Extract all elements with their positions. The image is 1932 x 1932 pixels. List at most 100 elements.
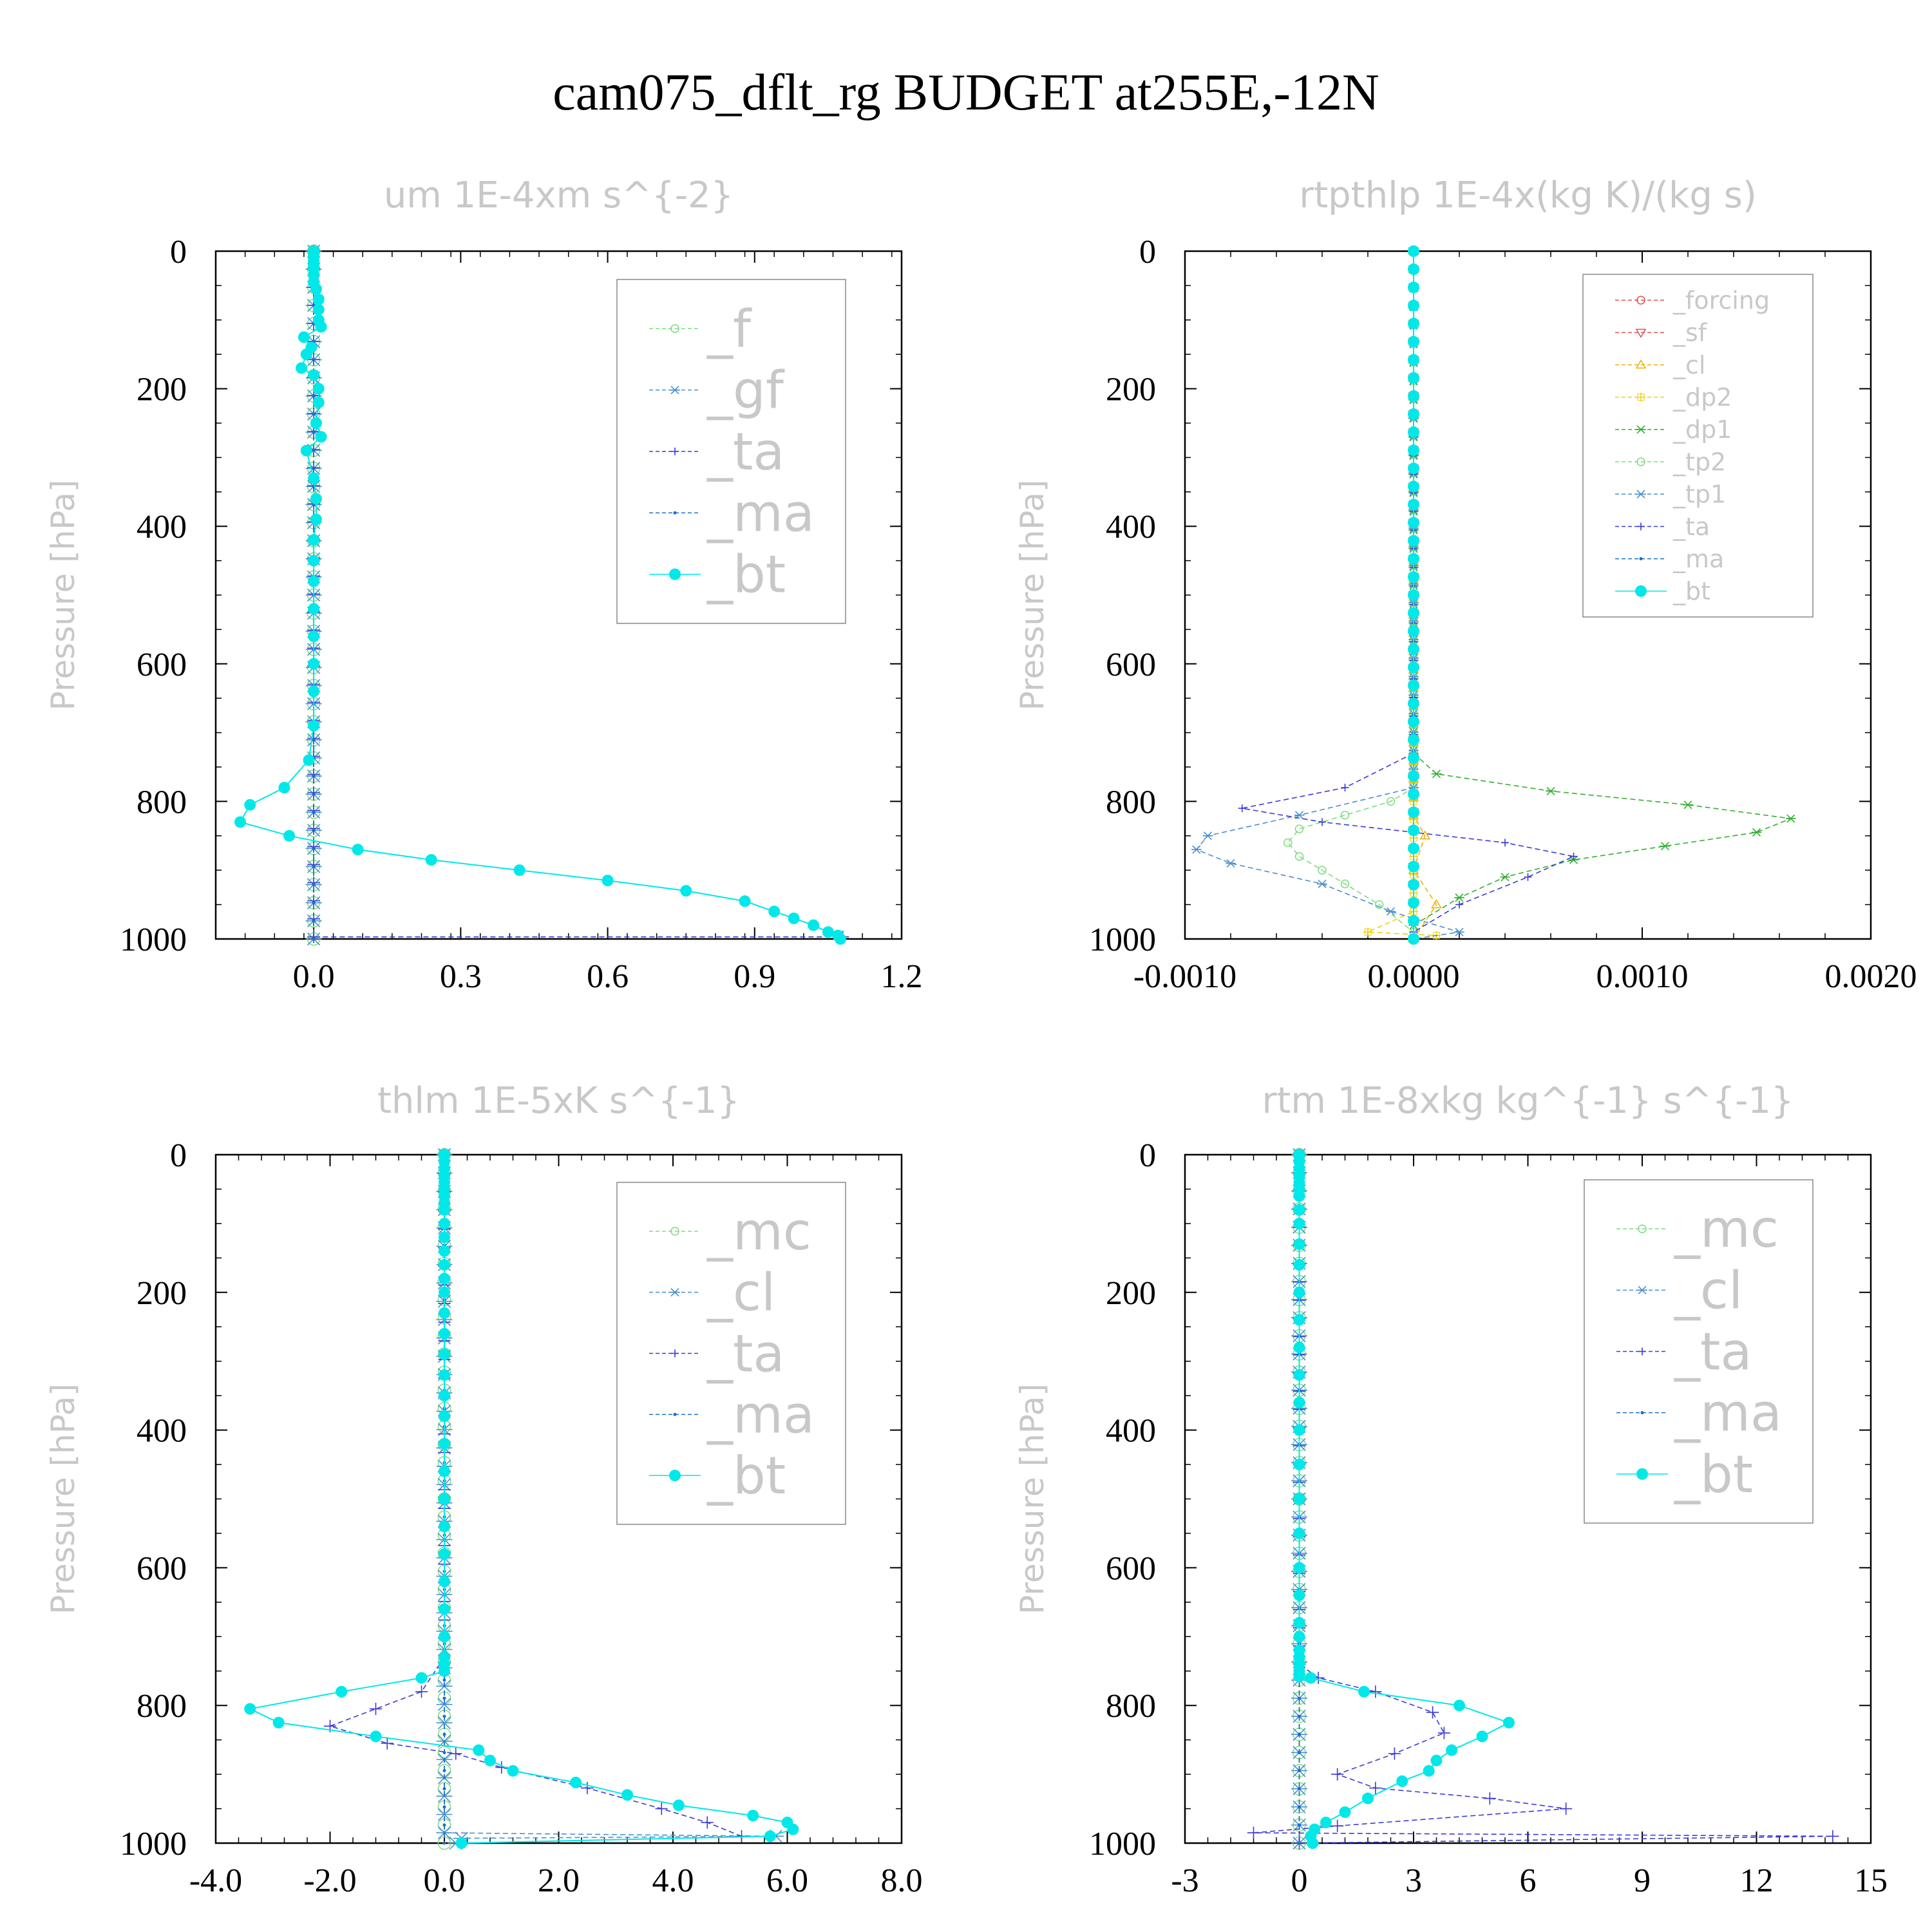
series-tp1 — [1191, 247, 1464, 943]
legend-label: _bt — [1674, 1444, 1753, 1504]
data-point — [439, 1631, 450, 1643]
data-point — [439, 1259, 450, 1271]
data-point — [312, 383, 325, 395]
data-point — [1408, 317, 1419, 330]
data-point — [439, 1665, 450, 1677]
y-tick-label: 1000 — [120, 1826, 187, 1862]
legend-label: _tp1 — [1672, 480, 1726, 509]
legend-label: _ta — [1674, 1322, 1752, 1382]
data-point — [1293, 1341, 1305, 1354]
legend-label: _ma — [1672, 545, 1724, 573]
data-point — [436, 1789, 453, 1803]
data-point — [312, 792, 316, 796]
data-point — [308, 369, 320, 381]
y-tick-label: 1000 — [1089, 1826, 1156, 1862]
data-point — [1408, 933, 1419, 945]
data-point — [1293, 1369, 1305, 1381]
data-point — [439, 1286, 450, 1298]
y-tick-label: 600 — [137, 1550, 187, 1587]
data-point — [1191, 845, 1202, 854]
data-point — [312, 828, 316, 832]
data-point — [300, 348, 312, 361]
data-point — [1331, 1768, 1344, 1781]
data-point — [1293, 1493, 1305, 1505]
data-point — [1408, 679, 1419, 692]
data-point — [312, 394, 316, 398]
data-point — [312, 919, 316, 923]
legend-marker — [670, 324, 679, 334]
data-point — [436, 1808, 453, 1821]
data-point — [315, 321, 327, 333]
data-point — [425, 854, 437, 866]
series-line — [1367, 251, 1437, 940]
series-ta — [1238, 247, 1578, 936]
x-tick-label: 8.0 — [881, 1862, 923, 1899]
data-point — [1298, 1787, 1301, 1791]
data-point — [1454, 1700, 1465, 1712]
y-axis-label: Pressure [hPa] — [1014, 480, 1051, 711]
legend-label: _dp1 — [1672, 415, 1732, 444]
series-bt — [244, 1149, 799, 1849]
data-point — [442, 1787, 446, 1791]
legend-marker — [1638, 1347, 1646, 1356]
data-point — [1430, 1754, 1443, 1766]
x-tick-label: 0.0000 — [1368, 958, 1460, 995]
data-point — [1362, 1792, 1374, 1804]
series-line — [1195, 251, 1460, 940]
data-point — [655, 1802, 668, 1815]
data-point — [1408, 914, 1419, 927]
data-point — [310, 513, 322, 526]
data-point — [1408, 444, 1419, 457]
data-point — [1483, 1792, 1496, 1805]
x-tick-label: 0.9 — [734, 958, 775, 995]
data-point — [1446, 1744, 1458, 1756]
data-point — [312, 396, 325, 408]
y-axis-label: Pressure [hPa] — [44, 1383, 82, 1615]
data-point — [484, 1754, 496, 1766]
data-point — [581, 1781, 594, 1795]
legend-marker — [669, 1470, 681, 1482]
x-tick-label: 9 — [1634, 1862, 1651, 1899]
data-point — [621, 1789, 633, 1801]
x-tick-label: -2.0 — [303, 1862, 356, 1899]
y-tick-label: 800 — [1106, 784, 1156, 820]
series-bt — [234, 245, 846, 945]
data-point — [1293, 1631, 1305, 1643]
x-tick-label: 0.6 — [587, 958, 629, 995]
x-tick-label: -3 — [1171, 1862, 1198, 1899]
data-point — [439, 1390, 450, 1402]
legend-label: _ma — [706, 483, 815, 543]
data-point — [834, 933, 846, 945]
data-point — [308, 603, 320, 615]
legend-marker-box — [1637, 393, 1645, 401]
data-point — [808, 919, 820, 931]
data-point — [1293, 1671, 1305, 1683]
data-point — [308, 472, 320, 484]
data-point — [1293, 1616, 1305, 1629]
data-point — [1408, 860, 1419, 873]
data-point — [442, 1696, 446, 1700]
legend-label: _forcing — [1672, 286, 1770, 314]
data-point — [439, 1245, 450, 1257]
data-point — [312, 865, 316, 869]
data-point — [1785, 814, 1796, 823]
data-point — [439, 1575, 450, 1587]
legend-box — [1584, 1179, 1814, 1524]
data-point — [442, 1805, 446, 1809]
data-point — [308, 534, 320, 546]
data-point — [1385, 907, 1396, 916]
series-line — [1287, 251, 1414, 933]
legend-box — [1582, 274, 1814, 618]
data-point — [439, 1307, 450, 1319]
legend-label: _ta — [706, 1324, 784, 1384]
data-point — [1307, 1837, 1319, 1849]
data-point — [1298, 1823, 1301, 1827]
legend-label: _cl — [706, 1263, 775, 1323]
legend-label: _mc — [706, 1202, 811, 1262]
data-point — [1408, 390, 1419, 402]
data-point — [442, 1678, 446, 1682]
legend-marker — [1635, 328, 1647, 338]
data-point — [1546, 786, 1556, 795]
legend-marker — [1636, 425, 1646, 434]
data-point — [415, 1685, 428, 1698]
